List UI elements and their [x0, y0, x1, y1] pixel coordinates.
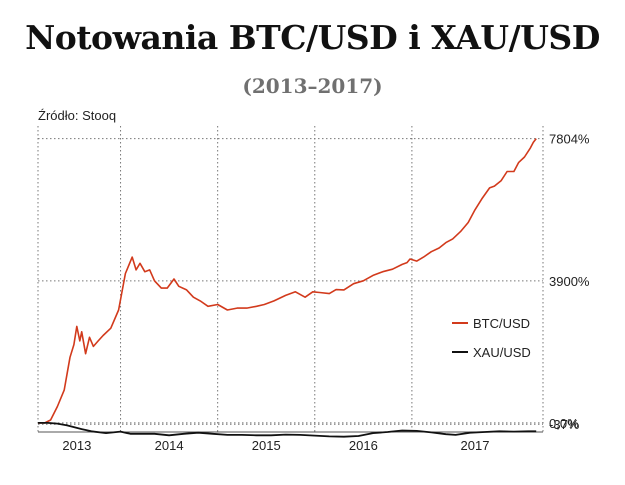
y-tick-label: 0,0%: [549, 416, 579, 431]
x-tick-label: 2017: [461, 438, 490, 453]
x-axis-tick-labels: 2013 2014 2015 2016 2017: [62, 438, 489, 453]
source-note: Źródło: Stooq: [38, 108, 117, 123]
y-tick-label: 3900%: [549, 274, 590, 289]
x-tick-label: 2015: [252, 438, 281, 453]
x-tick-label: 2016: [349, 438, 378, 453]
series-lines: [38, 138, 537, 438]
y-tick-label: -37%: [549, 417, 580, 432]
x-tick-label: 2013: [62, 438, 91, 453]
chart-subtitle: (2013–2017): [242, 74, 383, 98]
series-line-btc-usd: [38, 138, 537, 424]
x-tick-label: 2014: [155, 438, 184, 453]
y-axis-tick-labels: 7804% 3900% 0,0%-37%: [549, 132, 590, 433]
series-line-xau-usd: [38, 421, 537, 438]
chart-title: Notowania BTC/USD i XAU/USD: [25, 18, 600, 57]
plot-frame: [37, 126, 544, 433]
y-tick-label: 7804%: [549, 132, 590, 147]
grid-lines: [38, 126, 543, 432]
legend-label: BTC/USD: [473, 316, 530, 331]
legend-label: XAU/USD: [473, 345, 531, 360]
legend: BTC/USD XAU/USD: [452, 316, 531, 360]
